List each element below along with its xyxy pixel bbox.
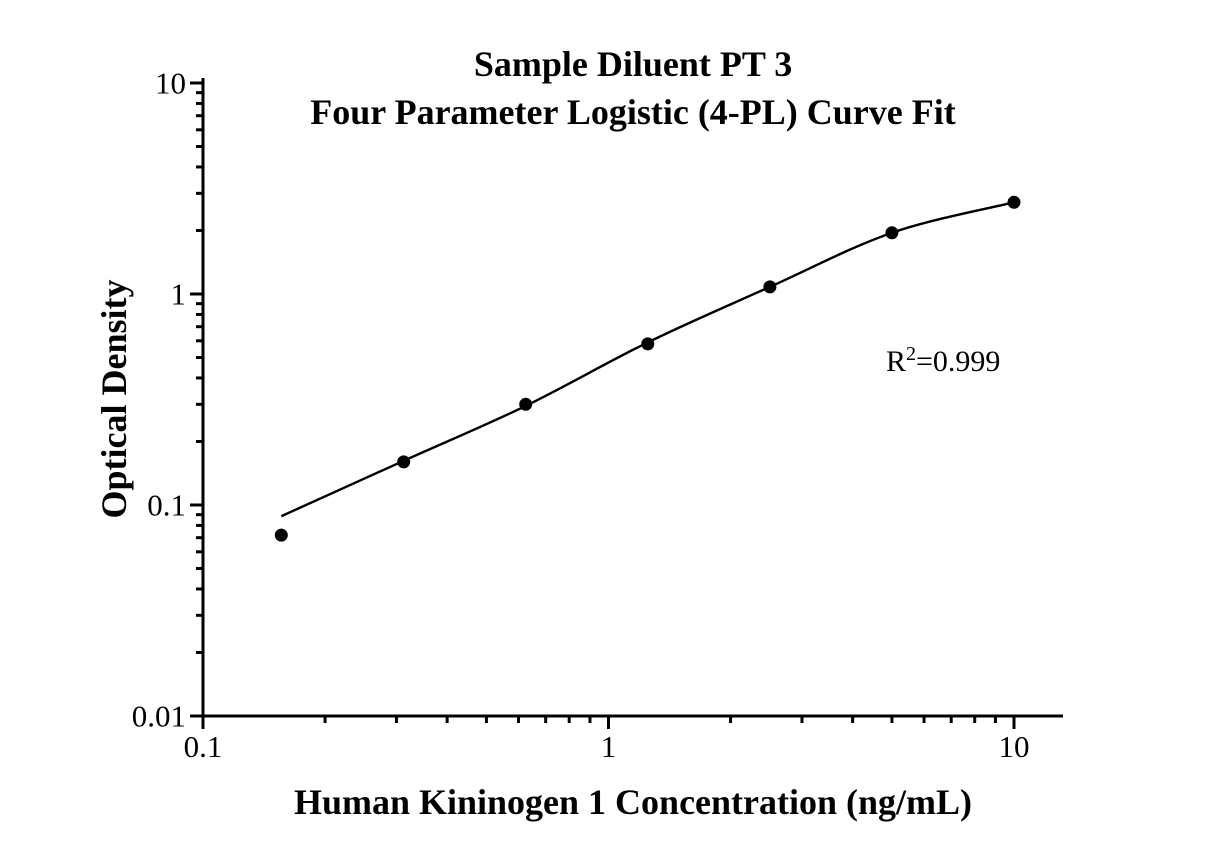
x-axis-tick-label: 1 — [600, 729, 617, 764]
r-squared-base: R — [886, 345, 907, 378]
data-point-marker — [885, 226, 899, 240]
data-point-marker — [1007, 195, 1021, 209]
chart-title-line1: Sample Diluent PT 3 — [473, 44, 793, 84]
axis-spines — [201, 78, 1063, 718]
y-axis-tick-label: 10 — [155, 65, 186, 101]
data-point-marker — [519, 397, 533, 411]
chart-title-line2: Four Parameter Logistic (4-PL) Curve Fit — [310, 92, 956, 132]
y-axis-tick-label: 0.1 — [147, 487, 186, 523]
x-axis-tick-label: 10 — [998, 729, 1030, 764]
y-axis-tick-label: 0.01 — [131, 698, 186, 734]
y-axis-tick-label: 1 — [170, 276, 187, 312]
data-point-marker — [641, 337, 655, 351]
x-axis-tick-label: 0.1 — [183, 729, 223, 764]
y-axis-label: Optical Density — [94, 279, 134, 519]
r-squared-annotation: R2=0.999 — [886, 343, 1001, 380]
data-point-marker — [274, 528, 288, 542]
chart-title: Sample Diluent PT 3 Four Parameter Logis… — [203, 40, 1063, 136]
r-squared-value: =0.999 — [916, 345, 1001, 378]
r-squared-exponent: 2 — [906, 343, 917, 365]
x-axis-label: Human Kininogen 1 Concentration (ng/mL) — [293, 782, 973, 822]
data-point-marker — [397, 455, 411, 469]
data-point-marker — [763, 280, 777, 294]
